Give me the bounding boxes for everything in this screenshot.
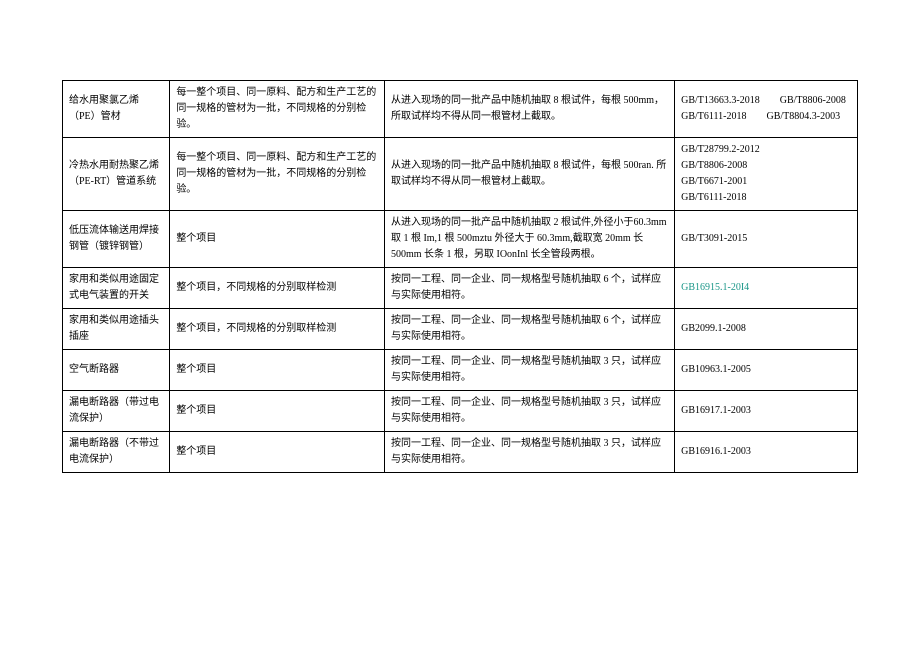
cell-batch: 每一整个项目、同一原料、配方和生产工艺的同一规格的管材为一批，不同规格的分别检验…	[170, 138, 385, 211]
table-row: 家用和类似用途插头插座 整个项目，不同规格的分别取样检测 按同一工程、同一企业、…	[63, 309, 858, 350]
cell-standards: GB2099.1-2008	[675, 309, 858, 350]
table-row: 漏电断路器（不带过电流保护） 整个项目 按同一工程、同一企业、同一规格型号随机抽…	[63, 432, 858, 473]
spec-table-body: 给水用聚氯乙烯（PE）管材 每一整个项目、同一原料、配方和生产工艺的同一规格的管…	[63, 81, 858, 473]
cell-standards: GB16916.1-2003	[675, 432, 858, 473]
cell-name: 冷热水用耐热聚乙烯（PE-RT）管道系统	[63, 138, 170, 211]
cell-name: 空气断路器	[63, 350, 170, 391]
cell-name: 漏电断路器（带过电流保护）	[63, 391, 170, 432]
cell-batch: 整个项目	[170, 350, 385, 391]
cell-name: 家用和类似用途固定式电气装置的开关	[63, 268, 170, 309]
cell-batch: 整个项目，不同规格的分别取样检测	[170, 309, 385, 350]
cell-standards: GB/T3091-2015	[675, 211, 858, 268]
cell-standards: GB/T28799.2-2012 GB/T8806-2008 GB/T6671-…	[675, 138, 858, 211]
table-row: 低压流体输送用焊接钢管（镀锌钢管） 整个项目 从进入现场的同一批产品中随机抽取 …	[63, 211, 858, 268]
cell-standards: GB10963.1-2005	[675, 350, 858, 391]
table-row: 家用和类似用途固定式电气装置的开关 整个项目，不同规格的分别取样检测 按同一工程…	[63, 268, 858, 309]
cell-batch: 整个项目	[170, 432, 385, 473]
table-row: 冷热水用耐热聚乙烯（PE-RT）管道系统 每一整个项目、同一原料、配方和生产工艺…	[63, 138, 858, 211]
cell-method: 按同一工程、同一企业、同一规格型号随机抽取 6 个，试样应与实际使用相符。	[384, 268, 674, 309]
cell-name: 漏电断路器（不带过电流保护）	[63, 432, 170, 473]
cell-method: 按同一工程、同一企业、同一规格型号随机抽取 6 个，试样应与实际使用相符。	[384, 309, 674, 350]
table-row: 空气断路器 整个项目 按同一工程、同一企业、同一规格型号随机抽取 3 只，试样应…	[63, 350, 858, 391]
cell-batch: 整个项目，不同规格的分别取样检测	[170, 268, 385, 309]
cell-name: 给水用聚氯乙烯（PE）管材	[63, 81, 170, 138]
table-row: 漏电断路器（带过电流保护） 整个项目 按同一工程、同一企业、同一规格型号随机抽取…	[63, 391, 858, 432]
cell-method: 按同一工程、同一企业、同一规格型号随机抽取 3 只，试样应与实际使用相符。	[384, 432, 674, 473]
cell-batch: 每一整个项目、同一原料、配方和生产工艺的同一规格的管材为一批，不同规格的分别检验…	[170, 81, 385, 138]
standard-link[interactable]: GB16915.1-20I4	[681, 282, 749, 293]
cell-batch: 整个项目	[170, 211, 385, 268]
cell-method: 从进入现场的同一批产品中随机抽取 8 根试件，每根 500mm，所取试样均不得从…	[384, 81, 674, 138]
cell-method: 从进入现场的同一批产品中随机抽取 8 根试件，每根 500ran. 所取试样均不…	[384, 138, 674, 211]
cell-batch: 整个项目	[170, 391, 385, 432]
cell-name: 家用和类似用途插头插座	[63, 309, 170, 350]
cell-name: 低压流体输送用焊接钢管（镀锌钢管）	[63, 211, 170, 268]
cell-method: 按同一工程、同一企业、同一规格型号随机抽取 3 只，试样应与实际使用相符。	[384, 391, 674, 432]
cell-method: 从进入现场的同一批产品中随机抽取 2 根试件,外径小于60.3mm 取 1 根 …	[384, 211, 674, 268]
cell-standards: GB16915.1-20I4	[675, 268, 858, 309]
cell-standards: GB/T13663.3-2018 GB/T8806-2008 GB/T6111-…	[675, 81, 858, 138]
table-row: 给水用聚氯乙烯（PE）管材 每一整个项目、同一原料、配方和生产工艺的同一规格的管…	[63, 81, 858, 138]
cell-standards: GB16917.1-2003	[675, 391, 858, 432]
spec-table: 给水用聚氯乙烯（PE）管材 每一整个项目、同一原料、配方和生产工艺的同一规格的管…	[62, 80, 858, 473]
cell-method: 按同一工程、同一企业、同一规格型号随机抽取 3 只，试样应与实际使用相符。	[384, 350, 674, 391]
